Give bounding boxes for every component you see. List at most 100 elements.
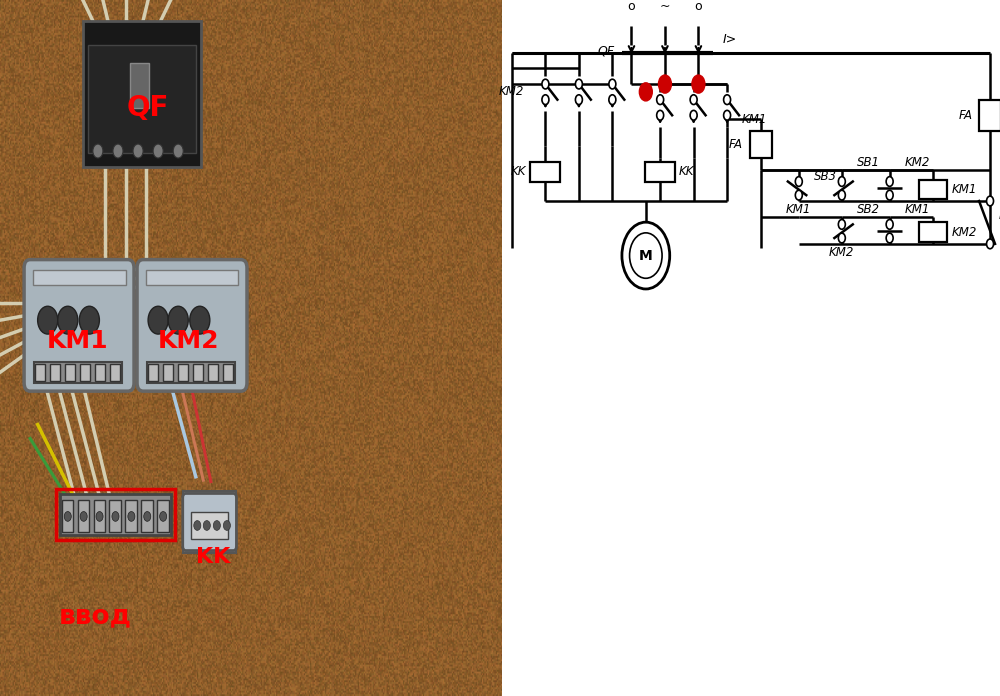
Circle shape <box>93 144 103 158</box>
Circle shape <box>79 306 99 334</box>
Bar <box>141 500 153 532</box>
Text: KK: KK <box>511 165 527 178</box>
Bar <box>208 364 218 381</box>
Circle shape <box>690 95 697 104</box>
Text: KM1: KM1 <box>952 183 977 196</box>
Bar <box>35 364 45 381</box>
Circle shape <box>542 79 549 89</box>
Circle shape <box>838 177 845 187</box>
FancyBboxPatch shape <box>137 260 247 391</box>
Bar <box>163 364 173 381</box>
Text: ~: ~ <box>660 0 670 13</box>
Bar <box>110 364 120 381</box>
Text: QF: QF <box>598 45 615 58</box>
Bar <box>125 500 137 532</box>
Bar <box>80 364 90 381</box>
Circle shape <box>575 79 582 89</box>
Text: ввод: ввод <box>59 603 132 629</box>
Bar <box>130 63 149 108</box>
Text: SB1: SB1 <box>857 157 880 169</box>
Bar <box>50 364 60 381</box>
Circle shape <box>622 222 670 289</box>
FancyBboxPatch shape <box>183 493 236 551</box>
Text: KM2: KM2 <box>905 157 930 169</box>
Circle shape <box>886 219 893 229</box>
Bar <box>148 364 158 381</box>
Circle shape <box>112 512 119 521</box>
Text: M: M <box>639 248 653 262</box>
Circle shape <box>128 512 135 521</box>
Text: KK: KK <box>196 547 230 567</box>
Bar <box>109 500 121 532</box>
Circle shape <box>987 239 994 248</box>
Text: KM2: KM2 <box>829 246 855 259</box>
Circle shape <box>987 196 994 206</box>
Circle shape <box>153 144 163 158</box>
Circle shape <box>223 521 230 530</box>
Text: KM2: KM2 <box>158 329 219 353</box>
Text: I>: I> <box>722 33 737 46</box>
Circle shape <box>609 95 616 104</box>
Bar <box>147 362 235 383</box>
Bar <box>919 223 947 242</box>
Bar <box>146 270 238 285</box>
Circle shape <box>203 521 210 530</box>
Circle shape <box>724 111 731 120</box>
Circle shape <box>886 190 893 200</box>
Text: QF: QF <box>127 94 169 122</box>
Circle shape <box>133 144 143 158</box>
Bar <box>94 500 105 532</box>
Bar <box>88 45 196 153</box>
Text: KM1: KM1 <box>741 113 767 126</box>
Text: KM2: KM2 <box>499 86 524 98</box>
Bar <box>56 489 175 540</box>
Circle shape <box>690 111 697 120</box>
Bar <box>157 500 169 532</box>
Circle shape <box>838 233 845 243</box>
Circle shape <box>886 177 893 187</box>
Bar <box>193 364 203 381</box>
Bar <box>645 162 675 182</box>
Bar <box>33 270 126 285</box>
Circle shape <box>657 95 664 104</box>
Circle shape <box>58 306 78 334</box>
Text: KM1: KM1 <box>47 329 109 353</box>
Text: SB2: SB2 <box>857 203 880 216</box>
Text: KK: KK <box>679 165 695 178</box>
Bar <box>530 162 560 182</box>
Bar <box>979 100 1000 131</box>
Text: o: o <box>695 0 702 13</box>
Bar <box>95 364 105 381</box>
Circle shape <box>160 512 167 521</box>
FancyBboxPatch shape <box>24 260 134 391</box>
Bar <box>183 491 236 553</box>
Circle shape <box>80 512 87 521</box>
Bar <box>65 364 75 381</box>
Circle shape <box>542 95 549 104</box>
Circle shape <box>886 233 893 243</box>
Circle shape <box>658 75 671 93</box>
Circle shape <box>838 219 845 229</box>
Circle shape <box>692 75 705 93</box>
Text: KM1: KM1 <box>786 203 811 216</box>
Text: FA: FA <box>729 138 743 151</box>
Circle shape <box>194 521 201 530</box>
Text: FA: FA <box>959 109 973 122</box>
Circle shape <box>609 79 616 89</box>
Circle shape <box>148 306 168 334</box>
Circle shape <box>38 306 58 334</box>
Circle shape <box>575 95 582 104</box>
Circle shape <box>190 306 210 334</box>
Text: SB3: SB3 <box>814 171 837 183</box>
Circle shape <box>724 95 731 104</box>
Text: KM1: KM1 <box>905 203 930 216</box>
Bar <box>178 364 188 381</box>
Circle shape <box>96 512 103 521</box>
Bar <box>60 494 171 535</box>
Bar <box>223 364 233 381</box>
Text: KM2: KM2 <box>952 226 977 239</box>
Circle shape <box>113 144 123 158</box>
Circle shape <box>838 190 845 200</box>
Circle shape <box>168 306 188 334</box>
Circle shape <box>173 144 183 158</box>
